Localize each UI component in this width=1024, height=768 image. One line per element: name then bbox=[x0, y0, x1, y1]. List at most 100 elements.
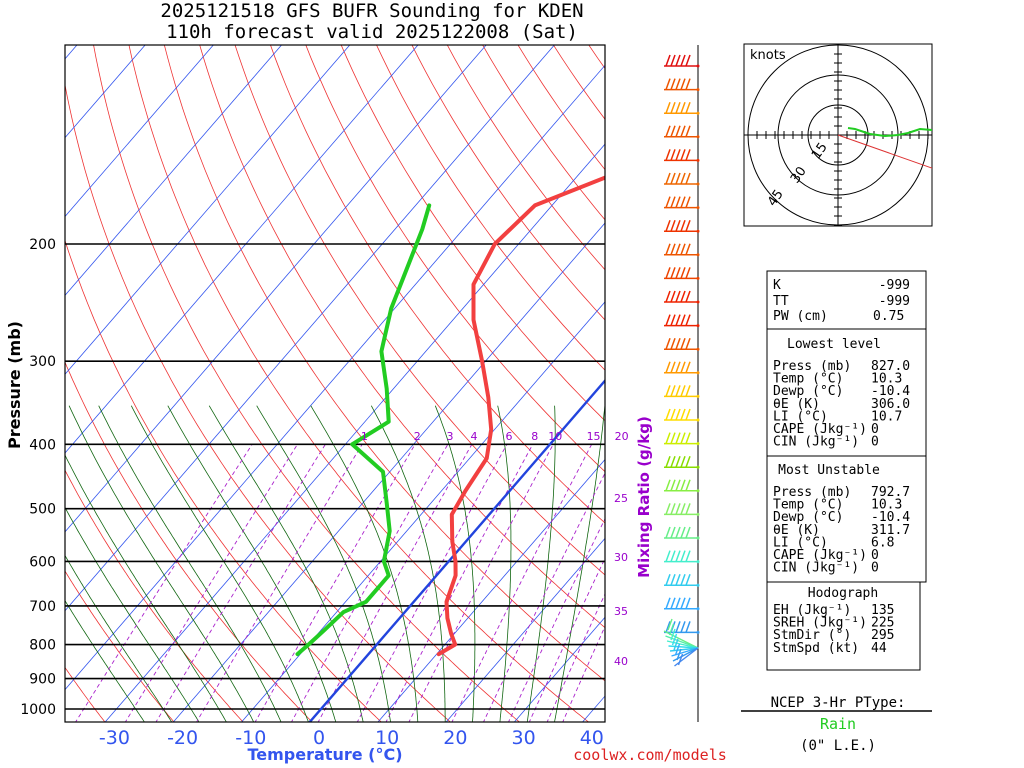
wind-barb bbox=[664, 432, 700, 446]
wind-barb-flag bbox=[670, 267, 676, 279]
hodograph-stat-label: SREH (Jkg⁻¹) bbox=[773, 616, 867, 631]
storm-motion-arrow-icon bbox=[936, 166, 946, 174]
mixing-ratio-line bbox=[196, 444, 363, 722]
wind-barb-flag bbox=[665, 597, 671, 610]
wind-barb-flag bbox=[680, 267, 686, 279]
mixing-ratio-top-label: 4 bbox=[470, 430, 477, 443]
wind-barb-flag bbox=[680, 243, 686, 256]
isotherm-line bbox=[241, 301, 605, 722]
wind-barb bbox=[664, 101, 700, 115]
footer-url: coolwx.com/models bbox=[573, 746, 727, 764]
wind-barb-flag bbox=[680, 385, 686, 397]
wind-barb-base bbox=[696, 607, 700, 611]
pressure-tick-labels: 200 300 400 500 600 700 800 900 1000 bbox=[20, 237, 56, 718]
wind-barb-flag bbox=[675, 149, 681, 161]
y-axis-label: Pressure (mb) bbox=[5, 321, 24, 449]
wind-barb-base bbox=[696, 465, 700, 469]
wind-barb-flag bbox=[685, 385, 691, 397]
mixing-ratio-line bbox=[155, 444, 326, 722]
mixing-ratio-top-label: 2 bbox=[414, 430, 421, 443]
wind-barb-flag bbox=[680, 125, 686, 138]
chart-title-line1: 2025121518 GFS BUFR Sounding for KDEN bbox=[160, 0, 583, 22]
mixing-ratio-labels: 1 2 3 4 6 8 10 15 20 25 30 35 40 bbox=[361, 430, 629, 668]
dry-adiabat-line bbox=[340, 45, 605, 422]
wind-barb-flag bbox=[675, 621, 681, 633]
mixing-ratio-side-label: 40 bbox=[614, 655, 628, 668]
wind-barb bbox=[665, 623, 699, 649]
hodograph-stat-value: 225 bbox=[871, 616, 894, 631]
wind-barb-flag bbox=[675, 78, 681, 90]
wind-barb-flag bbox=[665, 78, 671, 90]
wind-barb bbox=[666, 628, 699, 649]
mixing-ratio-line bbox=[408, 444, 554, 722]
wind-barb-flag bbox=[670, 628, 676, 641]
hodograph-stats-title: Hodograph bbox=[808, 586, 878, 601]
isotherms bbox=[65, 45, 605, 722]
wind-barb bbox=[664, 149, 700, 162]
wind-barb bbox=[664, 573, 700, 587]
wind-barb bbox=[664, 550, 700, 564]
wind-barb-flag bbox=[680, 503, 686, 515]
mixing-ratio-top-label: 8 bbox=[531, 430, 538, 443]
wind-barb bbox=[664, 196, 700, 210]
lowest-level-label: CAPE (Jkg⁻¹) bbox=[773, 422, 867, 437]
most-unstable-value: 10.3 bbox=[871, 498, 902, 513]
isotherm-line bbox=[377, 458, 605, 722]
wind-barb bbox=[664, 479, 700, 493]
mixing-ratio-line bbox=[356, 444, 508, 722]
wind-barb-flag bbox=[680, 597, 686, 610]
lowest-level-label: Press (mb) bbox=[773, 359, 851, 374]
dry-adiabat-line bbox=[65, 82, 451, 722]
hodograph-units: knots bbox=[750, 48, 786, 63]
most-unstable-value: 6.8 bbox=[871, 535, 894, 550]
wind-barb-flag bbox=[670, 337, 676, 350]
lowest-level-value: -10.4 bbox=[871, 384, 910, 399]
wind-barb-flag bbox=[675, 172, 681, 185]
wind-barb-flag bbox=[677, 653, 684, 666]
mixing-ratio-top-label: 6 bbox=[506, 430, 513, 443]
lowest-level-label: CIN (Jkg⁻¹) bbox=[773, 435, 859, 450]
wind-barb bbox=[668, 633, 699, 649]
wind-barb-flag bbox=[670, 550, 676, 562]
wind-barb bbox=[664, 267, 700, 280]
wind-barb-flag bbox=[680, 621, 686, 633]
ptype-value: Rain bbox=[820, 715, 856, 733]
dry-adiabat-line bbox=[65, 570, 175, 722]
wind-barb-flag bbox=[675, 550, 681, 562]
wind-barb-base bbox=[696, 536, 700, 540]
pressure-tick-label: 1000 bbox=[20, 702, 56, 718]
lowest-level-value: 0 bbox=[871, 435, 879, 450]
wind-barb-flag bbox=[665, 54, 671, 67]
most-unstable-value: 792.7 bbox=[871, 485, 910, 500]
wind-barb-flag bbox=[680, 78, 686, 90]
wind-barb-flag bbox=[680, 526, 686, 539]
isotherm-line bbox=[65, 45, 419, 454]
wind-barb-flag bbox=[675, 267, 681, 279]
wind-barb-flag bbox=[685, 54, 691, 67]
wind-barb-staff bbox=[666, 640, 699, 649]
wind-barb-flag bbox=[685, 78, 691, 90]
mixing-ratio-line bbox=[385, 444, 534, 722]
wind-barb-flag bbox=[665, 101, 671, 114]
lowest-level-label: θE (K) bbox=[773, 397, 820, 412]
most-unstable-label: Dewp (°C) bbox=[773, 510, 843, 525]
wind-barb bbox=[672, 647, 699, 662]
wind-barb-flag bbox=[680, 479, 686, 492]
mixing-ratio-side-label: 30 bbox=[614, 551, 628, 564]
wind-barb-flag bbox=[670, 219, 676, 232]
pressure-tick-label: 200 bbox=[29, 237, 56, 253]
wind-barb-flag bbox=[675, 526, 681, 539]
temperature-tick-labels: -30 -20 -10 0 10 20 30 40 bbox=[99, 727, 604, 749]
wind-barb-flag bbox=[665, 526, 671, 539]
wind-barb-flag bbox=[680, 290, 686, 303]
ptype-title: NCEP 3-Hr PType: bbox=[771, 695, 906, 711]
lowest-level-label: LI (°C) bbox=[773, 409, 828, 424]
wind-barb-flag bbox=[675, 361, 681, 374]
wind-barb-flag bbox=[675, 385, 681, 397]
wind-barb-flag bbox=[680, 408, 686, 421]
most-unstable-label: CAPE (Jkg⁻¹) bbox=[773, 548, 867, 563]
dry-adiabat-line bbox=[446, 45, 605, 271]
mixing-ratio-title: Mixing Ratio (g/kg) bbox=[635, 416, 653, 578]
indices-panel: K -999 TT -999 PW (cm) 0.75 Lowest level… bbox=[766, 270, 927, 671]
plot-frame bbox=[64, 44, 606, 723]
